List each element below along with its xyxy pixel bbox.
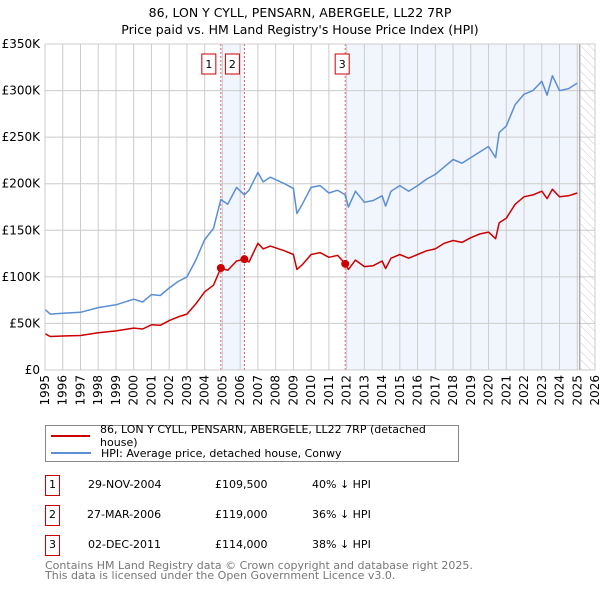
x-tick-label: 2019 bbox=[464, 375, 478, 406]
transaction-price: £109,500 bbox=[215, 478, 268, 491]
legend-item-hpi: HPI: Average price, detached house, Conw… bbox=[51, 445, 342, 461]
x-tick-label: 2015 bbox=[393, 375, 407, 406]
sale-point bbox=[240, 255, 249, 264]
hpi-line bbox=[44, 74, 578, 315]
transaction-row: 3 02-DEC-2011 £114,000 38% ↓ HPI bbox=[45, 535, 465, 556]
y-tick-label: £0 bbox=[25, 363, 40, 377]
chart-subtitle: Price paid vs. HM Land Registry's House … bbox=[121, 22, 479, 37]
x-tick-label: 2012 bbox=[340, 375, 354, 406]
y-tick-label: £250K bbox=[2, 130, 42, 144]
x-tick-label: 2014 bbox=[375, 375, 389, 406]
chart-svg: £0 £50K £100K £150K £200K £250K £300K £350K 1995… bbox=[2, 37, 600, 406]
legend-swatch-blue bbox=[51, 452, 91, 454]
sale-label-box bbox=[201, 53, 217, 75]
x-tick-label: 2005 bbox=[215, 375, 229, 406]
transaction-price: £114,000 bbox=[215, 538, 268, 551]
y-tick-label: £50K bbox=[9, 316, 41, 330]
transaction-row: 2 27-MAR-2006 £119,000 36% ↓ HPI bbox=[45, 505, 465, 526]
transaction-hpi: 38% ↓ HPI bbox=[312, 538, 371, 551]
x-tick-label: 2016 bbox=[411, 375, 425, 406]
x-tick-label: 2026 bbox=[588, 375, 600, 406]
sale-label: 2 bbox=[229, 58, 236, 71]
x-tick-label: 1999 bbox=[109, 375, 123, 406]
x-tick-label: 2024 bbox=[553, 375, 567, 406]
x-tick-label: 2020 bbox=[482, 375, 496, 406]
legend: 86, LON Y CYLL, PENSARN, ABERGELE, LL22 … bbox=[45, 423, 459, 462]
x-tick-label: 1995 bbox=[38, 375, 52, 406]
x-tick-label: 2011 bbox=[322, 375, 336, 406]
plot-border bbox=[44, 43, 596, 371]
legend-item-property: 86, LON Y CYLL, PENSARN, ABERGELE, LL22 … bbox=[51, 423, 458, 449]
sale-period-shade bbox=[345, 44, 580, 370]
x-tick-label: 1998 bbox=[91, 375, 105, 406]
x-tick-label: 2013 bbox=[357, 375, 371, 406]
transaction-price: £119,000 bbox=[215, 508, 268, 521]
y-tick-label: £150K bbox=[2, 223, 42, 237]
transaction-hpi: 40% ↓ HPI bbox=[312, 478, 371, 491]
transaction-number: 1 bbox=[45, 475, 60, 496]
x-tick-label: 2007 bbox=[251, 375, 265, 406]
y-tick-label: £100K bbox=[2, 270, 42, 284]
x-tick-label: 1996 bbox=[56, 375, 70, 406]
x-tick-label: 2002 bbox=[162, 375, 176, 406]
x-tick-label: 2025 bbox=[570, 375, 584, 406]
x-tick-label: 2008 bbox=[269, 375, 283, 406]
x-tick-label: 2003 bbox=[180, 375, 194, 406]
x-tick-label: 2023 bbox=[535, 375, 549, 406]
transaction-hpi: 36% ↓ HPI bbox=[312, 508, 371, 521]
sale-label: 3 bbox=[339, 58, 346, 71]
x-tick-label: 2009 bbox=[286, 375, 300, 406]
x-tick-label: 2001 bbox=[144, 375, 158, 406]
transaction-date: 27-MAR-2006 bbox=[87, 508, 162, 521]
sale-label: 1 bbox=[205, 58, 212, 71]
x-tick-label: 2010 bbox=[304, 375, 318, 406]
transaction-date: 29-NOV-2004 bbox=[88, 478, 162, 491]
transaction-number: 2 bbox=[45, 505, 60, 526]
x-tick-label: 2006 bbox=[233, 375, 247, 406]
x-tick-label: 2022 bbox=[517, 375, 531, 406]
x-tick-label: 2000 bbox=[127, 375, 141, 406]
legend-swatch-red bbox=[51, 435, 91, 437]
y-tick-label: £300K bbox=[2, 84, 42, 98]
legend-label-property: 86, LON Y CYLL, PENSARN, ABERGELE, LL22 … bbox=[100, 423, 426, 449]
x-tick-label: 2021 bbox=[499, 375, 513, 406]
transaction-number: 3 bbox=[45, 535, 60, 556]
y-tick-label: £200K bbox=[2, 177, 42, 191]
x-tick-label: 2018 bbox=[446, 375, 460, 406]
sale-label-box bbox=[334, 53, 350, 75]
sale-point bbox=[341, 259, 350, 268]
y-tick-label: £350K bbox=[2, 37, 42, 51]
x-tick-label: 2017 bbox=[428, 375, 442, 406]
footer-copyright: Contains HM Land Registry data © Crown c… bbox=[45, 559, 473, 572]
footer-licence: This data is licensed under the Open Gov… bbox=[45, 569, 396, 582]
price-paid-line bbox=[44, 188, 578, 338]
x-tick-label: 1997 bbox=[73, 375, 87, 406]
sale-label-box bbox=[224, 53, 240, 75]
transaction-date: 02-DEC-2011 bbox=[88, 538, 162, 551]
sale-point bbox=[216, 264, 225, 273]
sale-period-shade bbox=[220, 44, 245, 370]
legend-label-hpi: HPI: Average price, detached house, Conw… bbox=[101, 446, 342, 460]
transaction-row: 1 29-NOV-2004 £109,500 40% ↓ HPI bbox=[45, 475, 465, 496]
x-tick-label: 2004 bbox=[198, 375, 212, 406]
chart-title: 86, LON Y CYLL, PENSARN, ABERGELE, LL22 … bbox=[148, 5, 452, 20]
forecast-hatch bbox=[580, 44, 595, 370]
